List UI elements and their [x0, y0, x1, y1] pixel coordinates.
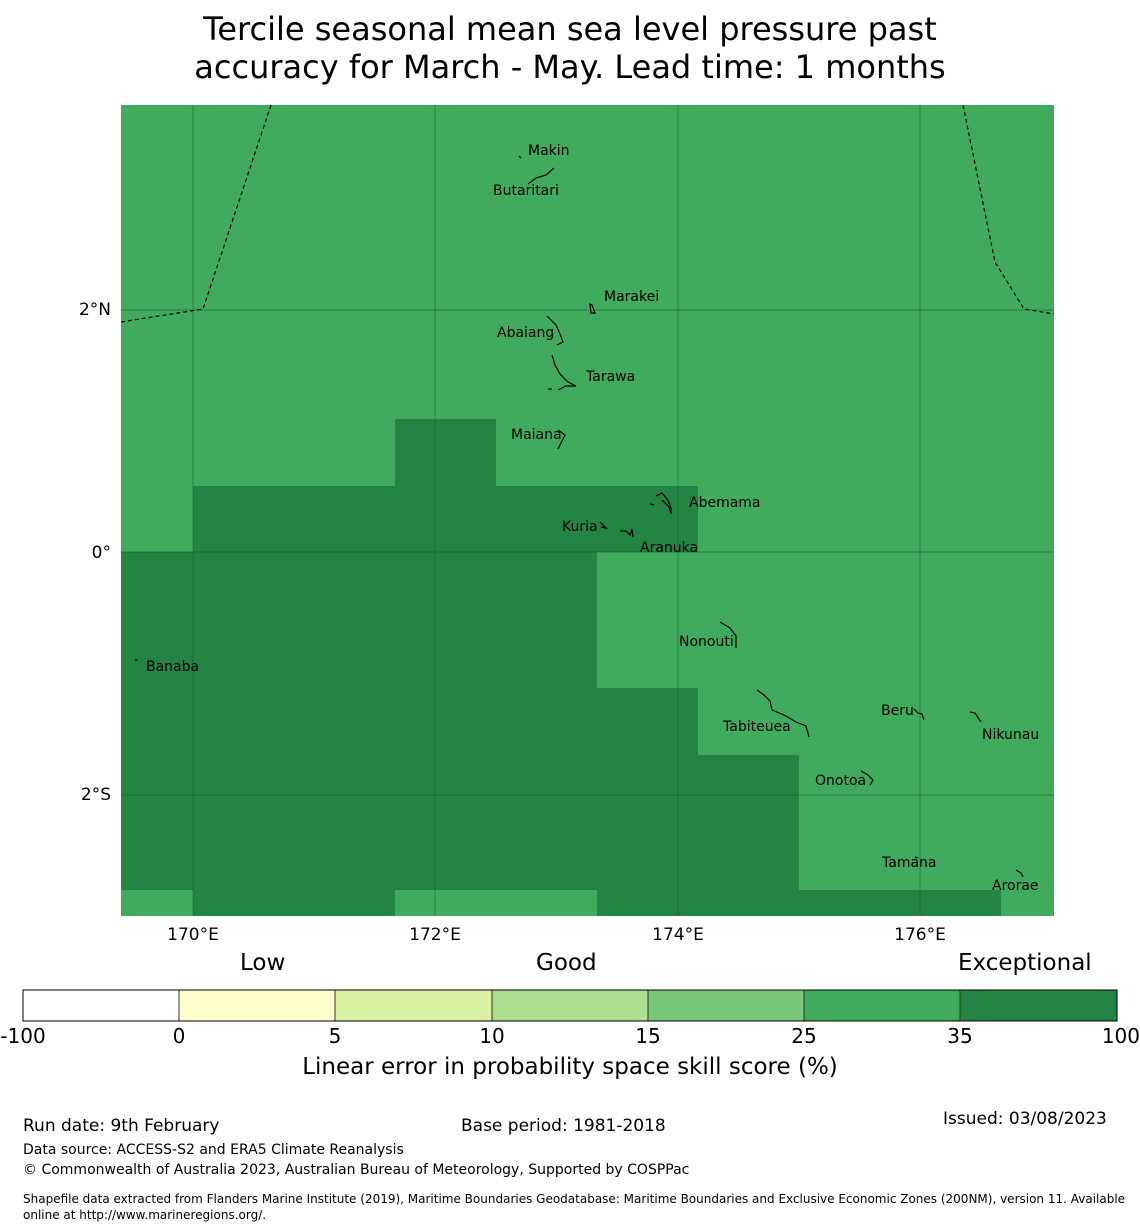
island-label-tamana: Tamana	[881, 855, 936, 871]
legend-category-good: Good	[536, 950, 597, 976]
shapefile-credit-line-1: Shapefile data extracted from Flanders M…	[23, 1192, 1126, 1206]
island-shape-marakei	[589, 302, 596, 314]
island-shape-arorae	[1015, 869, 1024, 878]
colorbar-tick: 15	[635, 1024, 661, 1048]
island-outlines	[135, 155, 1024, 878]
island-label-abemama: Abemama	[689, 495, 761, 511]
island-shape-abemama-west	[649, 503, 655, 506]
island-label-nikunau: Nikunau	[982, 727, 1039, 743]
eez-boundaries	[120, 104, 1055, 323]
colorbar-tick: 5	[328, 1024, 342, 1048]
island-label-kuria: Kuria	[562, 519, 598, 535]
colorbar-tick: 0	[172, 1024, 186, 1048]
island-label-maiana: Maiana	[511, 427, 562, 443]
island-shape-tabiteuea	[756, 689, 810, 738]
colorbar-frame	[22, 989, 1118, 1022]
island-label-tabiteuea: Tabiteuea	[722, 719, 791, 735]
colorbar-bin-1	[23, 990, 179, 1021]
lat-label-0: 0°	[92, 543, 111, 563]
island-label-makin: Makin	[528, 143, 570, 159]
colorbar-bin-5	[648, 990, 804, 1021]
copyright: © Commonwealth of Australia 2023, Austra…	[23, 1162, 690, 1178]
eez-boundary-east	[962, 104, 1055, 315]
colorbar-tick: 25	[791, 1024, 817, 1048]
island-shape-aranuka	[620, 528, 634, 538]
island-label-aranuka: Aranuka	[640, 540, 698, 556]
data-source: Data source: ACCESS-S2 and ERA5 Climate …	[23, 1142, 404, 1158]
island-shape-tamana	[914, 856, 919, 859]
shapefile-credit: Shapefile data extracted from Flanders M…	[23, 1191, 1138, 1223]
colorbar-tick: -100	[0, 1024, 46, 1048]
island-label-tarawa: Tarawa	[585, 369, 635, 385]
lat-label-2n: 2°N	[79, 300, 111, 320]
title-line-1: Tercile seasonal mean sea level pressure…	[203, 10, 937, 48]
island-shape-nonouti	[719, 621, 737, 648]
lon-label-176e: 176°E	[894, 925, 946, 945]
lon-label-170e: 170°E	[167, 925, 219, 945]
island-shape-kuria	[599, 521, 608, 529]
colorbar-bin-3	[335, 990, 492, 1021]
lat-label-2s: 2°S	[81, 785, 111, 805]
island-label-butaritari: Butaritari	[493, 183, 559, 199]
island-shape-makin	[518, 155, 522, 159]
run-date: Run date: 9th February	[23, 1116, 220, 1136]
colorbar-bin-2	[179, 990, 335, 1021]
island-shape-beru	[913, 708, 925, 721]
colorbar-bin-4	[492, 990, 648, 1021]
colorbar-tick: 100	[1101, 1024, 1140, 1048]
island-shape-onotoa	[860, 770, 874, 786]
island-label-marakei: Marakei	[604, 289, 659, 305]
base-period: Base period: 1981-2018	[461, 1116, 666, 1136]
island-shape-butaritari	[527, 167, 555, 185]
island-label-onotoa: Onotoa	[815, 773, 866, 789]
island-label-arorae: Arorae	[992, 878, 1039, 894]
colorbar-bin-7	[960, 990, 1117, 1021]
island-label-abaiang: Abaiang	[497, 325, 554, 341]
island-shape-tarawa	[551, 354, 577, 391]
colorbar-tick: 10	[479, 1024, 505, 1048]
island-shape-abemama	[655, 492, 672, 515]
lon-label-174e: 174°E	[652, 925, 704, 945]
island-label-beru: Beru	[881, 703, 914, 719]
colorbar	[22, 989, 1118, 1022]
shapefile-credit-line-2: online at http://www.marineregions.org/.	[23, 1208, 267, 1222]
colorbar-bin-6	[804, 990, 960, 1021]
issued-date: Issued: 03/08/2023	[943, 1109, 1107, 1129]
skill-region-35-100	[121, 419, 1001, 916]
eez-boundary-west	[120, 104, 272, 323]
graticule	[121, 105, 1054, 916]
island-label-banaba: Banaba	[146, 659, 199, 675]
island-label-nonouti: Nonouti	[679, 634, 734, 650]
colorbar-title: Linear error in probability space skill …	[302, 1054, 838, 1080]
island-shape-abaiang	[546, 315, 564, 346]
legend-category-exceptional: Exceptional	[958, 950, 1092, 976]
island-shape-nikunau	[969, 711, 982, 723]
colorbar-tick: 35	[947, 1024, 973, 1048]
title-line-2: accuracy for March - May. Lead time: 1 m…	[194, 48, 946, 86]
legend-category-low: Low	[240, 950, 286, 976]
map-title: Tercile seasonal mean sea level pressure…	[0, 10, 1140, 86]
lon-label-172e: 172°E	[409, 925, 461, 945]
island-shape-maiana	[557, 429, 566, 450]
